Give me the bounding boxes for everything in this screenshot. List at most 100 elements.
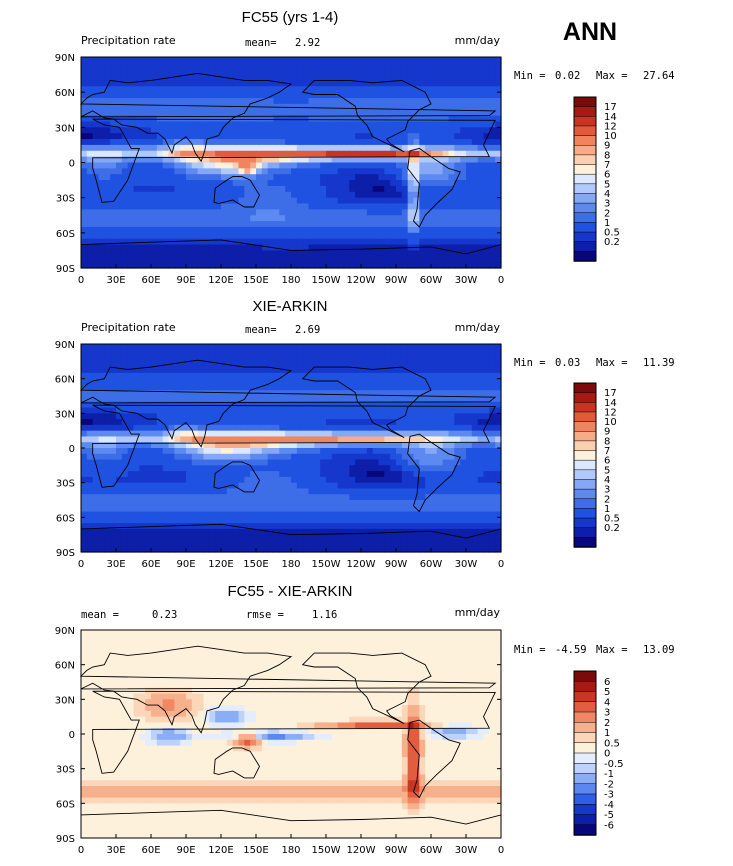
map-cell [413, 384, 420, 391]
map-cell [407, 191, 415, 199]
map-cell [413, 361, 420, 368]
map-cell [267, 250, 275, 257]
map-cell [285, 127, 292, 134]
map-cell [448, 74, 455, 82]
map-cell [267, 378, 275, 386]
map-cell [361, 215, 368, 222]
map-cell [273, 500, 280, 507]
map-cell [483, 355, 490, 362]
map-cell [396, 372, 403, 380]
map-cell [133, 162, 140, 169]
map-cell [127, 226, 135, 234]
map-cell [349, 344, 356, 351]
colorbar-label: 10 [604, 131, 617, 142]
map-cell [156, 453, 164, 461]
map-cell [238, 476, 245, 484]
map-cell [378, 349, 385, 357]
map-cell [191, 401, 199, 409]
map-cell [349, 396, 356, 403]
map-cell [209, 250, 216, 257]
map-cell [127, 367, 135, 374]
map-cell [413, 453, 420, 461]
map-cell [221, 419, 228, 426]
map-cell [145, 482, 152, 490]
map-cell [326, 262, 333, 269]
map-cell [261, 396, 269, 403]
map-cell [431, 115, 438, 123]
map-cell [92, 121, 100, 128]
map-cell [145, 419, 152, 426]
map-cell [431, 256, 438, 263]
map-cell [267, 344, 275, 351]
map-cell [244, 476, 251, 484]
map-cell [267, 156, 275, 164]
map-cell [168, 203, 175, 210]
map-cell [92, 226, 100, 234]
map-cell [244, 191, 251, 199]
map-cell [215, 453, 222, 461]
map-cell [331, 407, 339, 414]
map-cell [279, 250, 286, 257]
map-cell [238, 232, 245, 240]
map-cell [355, 419, 362, 426]
map-cell [156, 459, 164, 466]
x-tick-label: 120E [208, 275, 233, 286]
map-cell [86, 180, 94, 187]
map-cell [460, 361, 467, 368]
map-cell [401, 401, 409, 409]
map-cell [197, 430, 205, 438]
map-cell [133, 80, 140, 87]
map-cell [267, 505, 275, 513]
map-cell [442, 453, 450, 461]
map-cell [279, 476, 286, 484]
map-cell [127, 448, 135, 455]
map-cell [133, 465, 140, 472]
map-cell [86, 215, 94, 222]
map-cell [180, 471, 187, 478]
map-cell [121, 436, 129, 443]
map-cell [291, 174, 298, 181]
map-cell [302, 413, 310, 420]
map-cell [495, 139, 502, 146]
map-cell [98, 430, 105, 438]
map-cell [413, 476, 420, 484]
map-cell [180, 459, 187, 466]
map-cell [110, 92, 117, 99]
map-cell [203, 488, 210, 495]
map-cell [279, 396, 286, 403]
map-cell [466, 500, 473, 507]
map-cell [151, 168, 158, 175]
map-cell [326, 162, 333, 169]
map-cell [483, 419, 490, 426]
map-cell [436, 139, 444, 146]
map-cell [203, 390, 210, 397]
map-cell [116, 442, 123, 449]
map-cell [285, 221, 292, 228]
map-cell [267, 407, 275, 414]
map-cell [279, 221, 286, 228]
map-cell [180, 396, 187, 403]
map-cell [384, 150, 391, 158]
map-cell [168, 488, 175, 495]
map-cell [291, 442, 298, 449]
map-cell [244, 494, 251, 501]
map-cell [436, 500, 444, 507]
map-cell [326, 511, 333, 518]
map-cell [250, 459, 257, 466]
map-cell [215, 197, 222, 205]
map-cell [203, 482, 210, 490]
map-cell [390, 74, 397, 82]
map-cell [495, 180, 502, 187]
map-cell [291, 471, 298, 478]
map-cell [92, 80, 100, 87]
map-cell [238, 215, 245, 222]
map-cell [256, 494, 263, 501]
map-cell [232, 162, 240, 169]
map-cell [191, 367, 199, 374]
map-cell [291, 156, 298, 164]
map-cell [226, 244, 234, 252]
map-cell [431, 262, 438, 269]
map-cell [104, 482, 111, 490]
map-cell [483, 185, 490, 193]
map-cell [139, 482, 146, 490]
